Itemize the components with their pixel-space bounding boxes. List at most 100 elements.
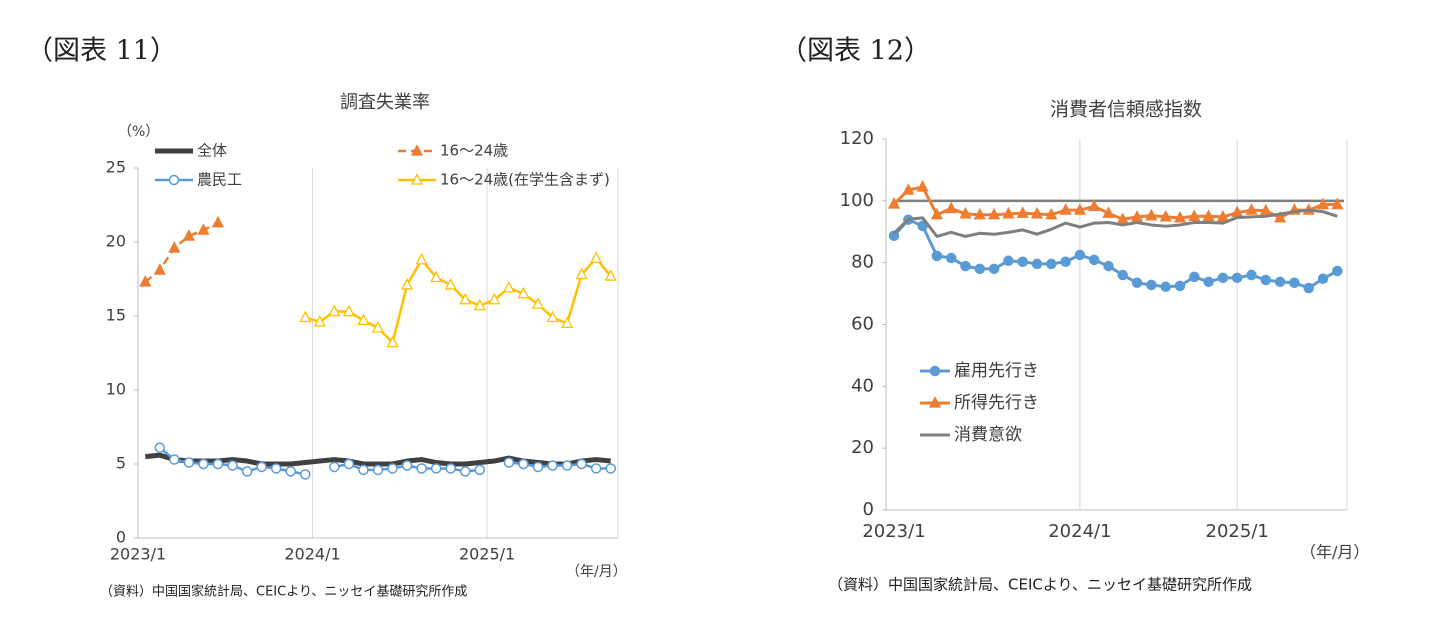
x-tick-label: 2025/1 [459,545,515,564]
y-tick-label: 5 [116,454,126,473]
data-point [1259,203,1272,216]
data-point [1016,206,1029,218]
data-point [154,442,166,453]
data-point [198,458,209,470]
data-point [1188,209,1201,221]
chart-title: 消費者信頼感指数 [1050,99,1202,121]
source-note: （資料）中国国家統計局、CEICより、ニッセイ基礎研究所作成 [100,584,467,600]
data-point [1131,210,1144,222]
data-point [256,461,267,473]
y-tick-label: 15 [106,306,126,325]
data-point [1316,197,1330,210]
legend-label: 16～24歳 [440,142,508,160]
legend-marker [410,144,424,156]
data-point [387,463,398,474]
figure-label: （図表 11） [26,36,177,67]
data-point [300,469,311,480]
data-point [1045,207,1058,220]
data-point [1216,210,1229,222]
legend-marker [410,173,424,185]
data-point [139,275,152,287]
series-line [892,218,1339,290]
chart-title: 調査失業率 [340,92,430,113]
data-point [488,292,501,305]
data-point [1159,210,1172,222]
data-point [1160,281,1171,293]
data-point [1002,206,1015,219]
y-tick-label: 10 [106,380,126,399]
data-point [357,313,370,326]
data-point [182,229,195,241]
data-point [1217,272,1229,284]
source-note: （資料）中国国家統計局、CEICより、ニッセイ基礎研究所作成 [828,576,1252,594]
data-point [1174,280,1186,292]
data-point [973,207,986,220]
data-point [1289,277,1300,289]
y-unit: （%） [118,124,159,140]
data-point [1274,276,1286,288]
data-point [474,464,486,476]
y-tick-label: 0 [863,499,874,520]
legend-marker [168,174,180,186]
data-point [328,304,341,317]
data-point [887,197,901,209]
y-tick-label: 120 [840,128,874,149]
series-line [145,452,611,467]
data-point [371,320,385,333]
data-point [444,278,457,290]
data-point [1231,272,1243,284]
data-point [342,304,355,317]
data-point [988,207,1001,220]
data-point [473,298,486,311]
data-point [502,280,515,293]
data-point [531,297,545,309]
data-point [416,463,427,474]
legend-marker [929,365,941,377]
legend-label: 16～24歳(在学生含まず) [440,171,610,189]
y-tick-label: 20 [851,437,874,458]
legend-label: 農民工 [197,171,242,189]
data-point [902,183,915,195]
y-tick-label: 0 [116,528,126,547]
data-point [945,201,958,214]
y-tick-label: 60 [851,314,874,335]
data-point [386,335,399,348]
data-point [401,278,414,290]
data-point [1131,277,1143,289]
data-point [1088,254,1100,266]
data-point [930,207,943,220]
data-point [1260,274,1272,286]
series-line [304,257,612,344]
data-point [241,466,253,477]
data-point [460,466,471,477]
data-point [1189,271,1200,283]
y-tick-label: 80 [851,252,874,273]
x-tick-label: 2025/1 [1206,521,1269,542]
data-point [945,252,957,264]
data-point [590,251,603,263]
data-point [169,454,180,465]
data-point [575,267,588,280]
y-tick-label: 20 [106,232,126,251]
data-point [1117,269,1129,281]
data-point [401,460,413,471]
data-point [604,269,617,281]
data-point [1102,206,1115,218]
legend-label: 雇用先行き [954,361,1039,381]
legend-label: 全体 [197,142,227,160]
data-point [1245,203,1258,215]
data-point [285,466,296,477]
data-point [960,260,971,272]
data-point [1145,208,1158,221]
data-point [1003,255,1014,267]
data-point [1202,209,1215,221]
data-point [299,310,312,323]
y-tick-label: 25 [106,158,126,177]
series-line [892,208,1338,238]
legend-label: 所得先行き [954,393,1039,413]
x-tick-label: 2024/1 [284,545,340,564]
data-point [1074,249,1086,261]
data-point [168,241,181,253]
data-point [430,270,443,283]
data-point [1303,282,1314,294]
